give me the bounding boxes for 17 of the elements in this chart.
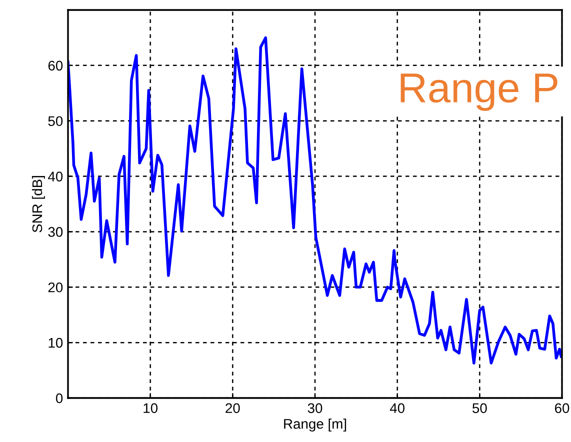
y-tick-label: 40	[48, 172, 63, 182]
x-tick-label: 50	[472, 403, 487, 414]
y-tick-label: 50	[48, 116, 63, 126]
x-axis-title: Range [m]	[284, 418, 346, 432]
y-tick-label: 30	[48, 227, 63, 237]
annotation: Range P	[400, 74, 558, 111]
x-tick-label: 40	[390, 403, 405, 414]
y-tick-label: 60	[48, 60, 63, 71]
line-series	[68, 36, 562, 364]
y-tick-label: 0	[56, 393, 63, 404]
y-tick-label: 10	[48, 338, 63, 348]
x-tick-label: 60	[554, 403, 570, 414]
x-tick-label: 20	[226, 403, 240, 414]
x-tick-label: 10	[144, 403, 158, 414]
y-axis-title: SNR [dB]	[32, 176, 45, 232]
x-tick-label: 30	[308, 403, 322, 414]
y-tick-label: 20	[48, 282, 63, 292]
